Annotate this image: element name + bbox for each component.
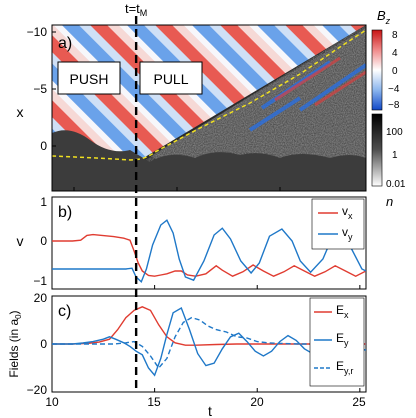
density-floor xyxy=(52,130,366,191)
panel-b-legend-box xyxy=(311,198,365,250)
panel-b-label: b) xyxy=(58,204,72,221)
panel-a-ylabel: x xyxy=(17,104,24,120)
panel-c-ytick-2: −20 xyxy=(27,383,48,397)
xtick-1: 15 xyxy=(147,395,161,409)
xtick-2: 20 xyxy=(250,395,264,409)
series-line-vx xyxy=(52,233,366,277)
colorbar-n-tick-0: 100 xyxy=(386,127,403,138)
legend-vy-label: vy xyxy=(342,225,353,242)
filament-red xyxy=(274,56,366,107)
colorbar-bz-tick-1: 4 xyxy=(392,48,398,59)
colorbar-n-tick-2: 0.01 xyxy=(386,179,406,190)
series-line-vy xyxy=(52,219,366,284)
colorbar-bz-tick-0: 8 xyxy=(392,30,398,41)
panel-b-ytick-0: 1 xyxy=(40,195,47,209)
colorbar-bz-title: Bz xyxy=(377,8,391,26)
colorbar-n-title: n xyxy=(386,194,393,209)
pull-label: PULL xyxy=(153,71,188,87)
panel-a-image xyxy=(52,25,366,191)
push-label: PUSH xyxy=(70,71,109,87)
xtick-3: 25 xyxy=(352,395,366,409)
panel-c-legend: Ex Ey Ey,r xyxy=(309,297,365,387)
colorbar-bz xyxy=(371,29,383,111)
panel-a-ticks xyxy=(52,31,281,191)
panel-c-xlabel: t xyxy=(208,403,212,418)
xtick-0: 10 xyxy=(45,395,59,409)
panel-a-ytick-2: 0 xyxy=(40,139,47,153)
legend-ey-label: Ey xyxy=(336,331,349,348)
colorbar-bz-tick-2: 0 xyxy=(392,66,398,77)
t-marker-label: t=tM xyxy=(125,1,147,18)
panel-b-ytick-1: 0 xyxy=(40,234,47,248)
panel-a: −10 −5 0 x a) PUSH PULL Bz 8 4 0 −4 −8 1… xyxy=(17,8,406,209)
colorbar-bz-tick-4: −8 xyxy=(388,100,400,111)
panel-b: b) v 1 0 −1 vx vy xyxy=(17,195,367,290)
series-line-ex xyxy=(52,306,366,346)
colorbar-n-tick-1: 1 xyxy=(392,150,398,161)
panel-b-ticks xyxy=(51,285,361,289)
legend-vx-label: vx xyxy=(342,204,353,221)
legend-ex-label: Ex xyxy=(336,303,349,320)
colorbar-n xyxy=(371,113,383,187)
panel-a-ytick-0: −10 xyxy=(27,25,48,39)
panel-c-ytick-1: 0 xyxy=(40,337,47,351)
panel-c-label: c) xyxy=(58,303,71,320)
pull-box xyxy=(139,61,203,95)
panel-a-frame xyxy=(51,24,367,192)
push-box xyxy=(57,61,121,95)
panel-c: c) Fields (in a0) 20 0 −20 10 15 20 25 t… xyxy=(7,291,367,418)
series-line-eyr xyxy=(52,316,366,370)
panel-c-ylabel: Fields (in a0) xyxy=(7,310,23,377)
panel-b-series xyxy=(52,219,366,284)
panel-b-ylabel: v xyxy=(17,233,24,249)
panel-a-ytick-1: −5 xyxy=(33,82,47,96)
panel-b-ytick-2: −1 xyxy=(33,274,47,288)
panel-b-legend: vx vy xyxy=(311,198,365,250)
panel-c-ytick-0: 20 xyxy=(34,291,48,305)
colorbar-bz-tick-3: −4 xyxy=(388,84,400,95)
panel-a-label: a) xyxy=(58,35,72,52)
panel-c-ticks xyxy=(51,388,361,392)
legend-eyr-label: Ey,r xyxy=(336,359,353,376)
